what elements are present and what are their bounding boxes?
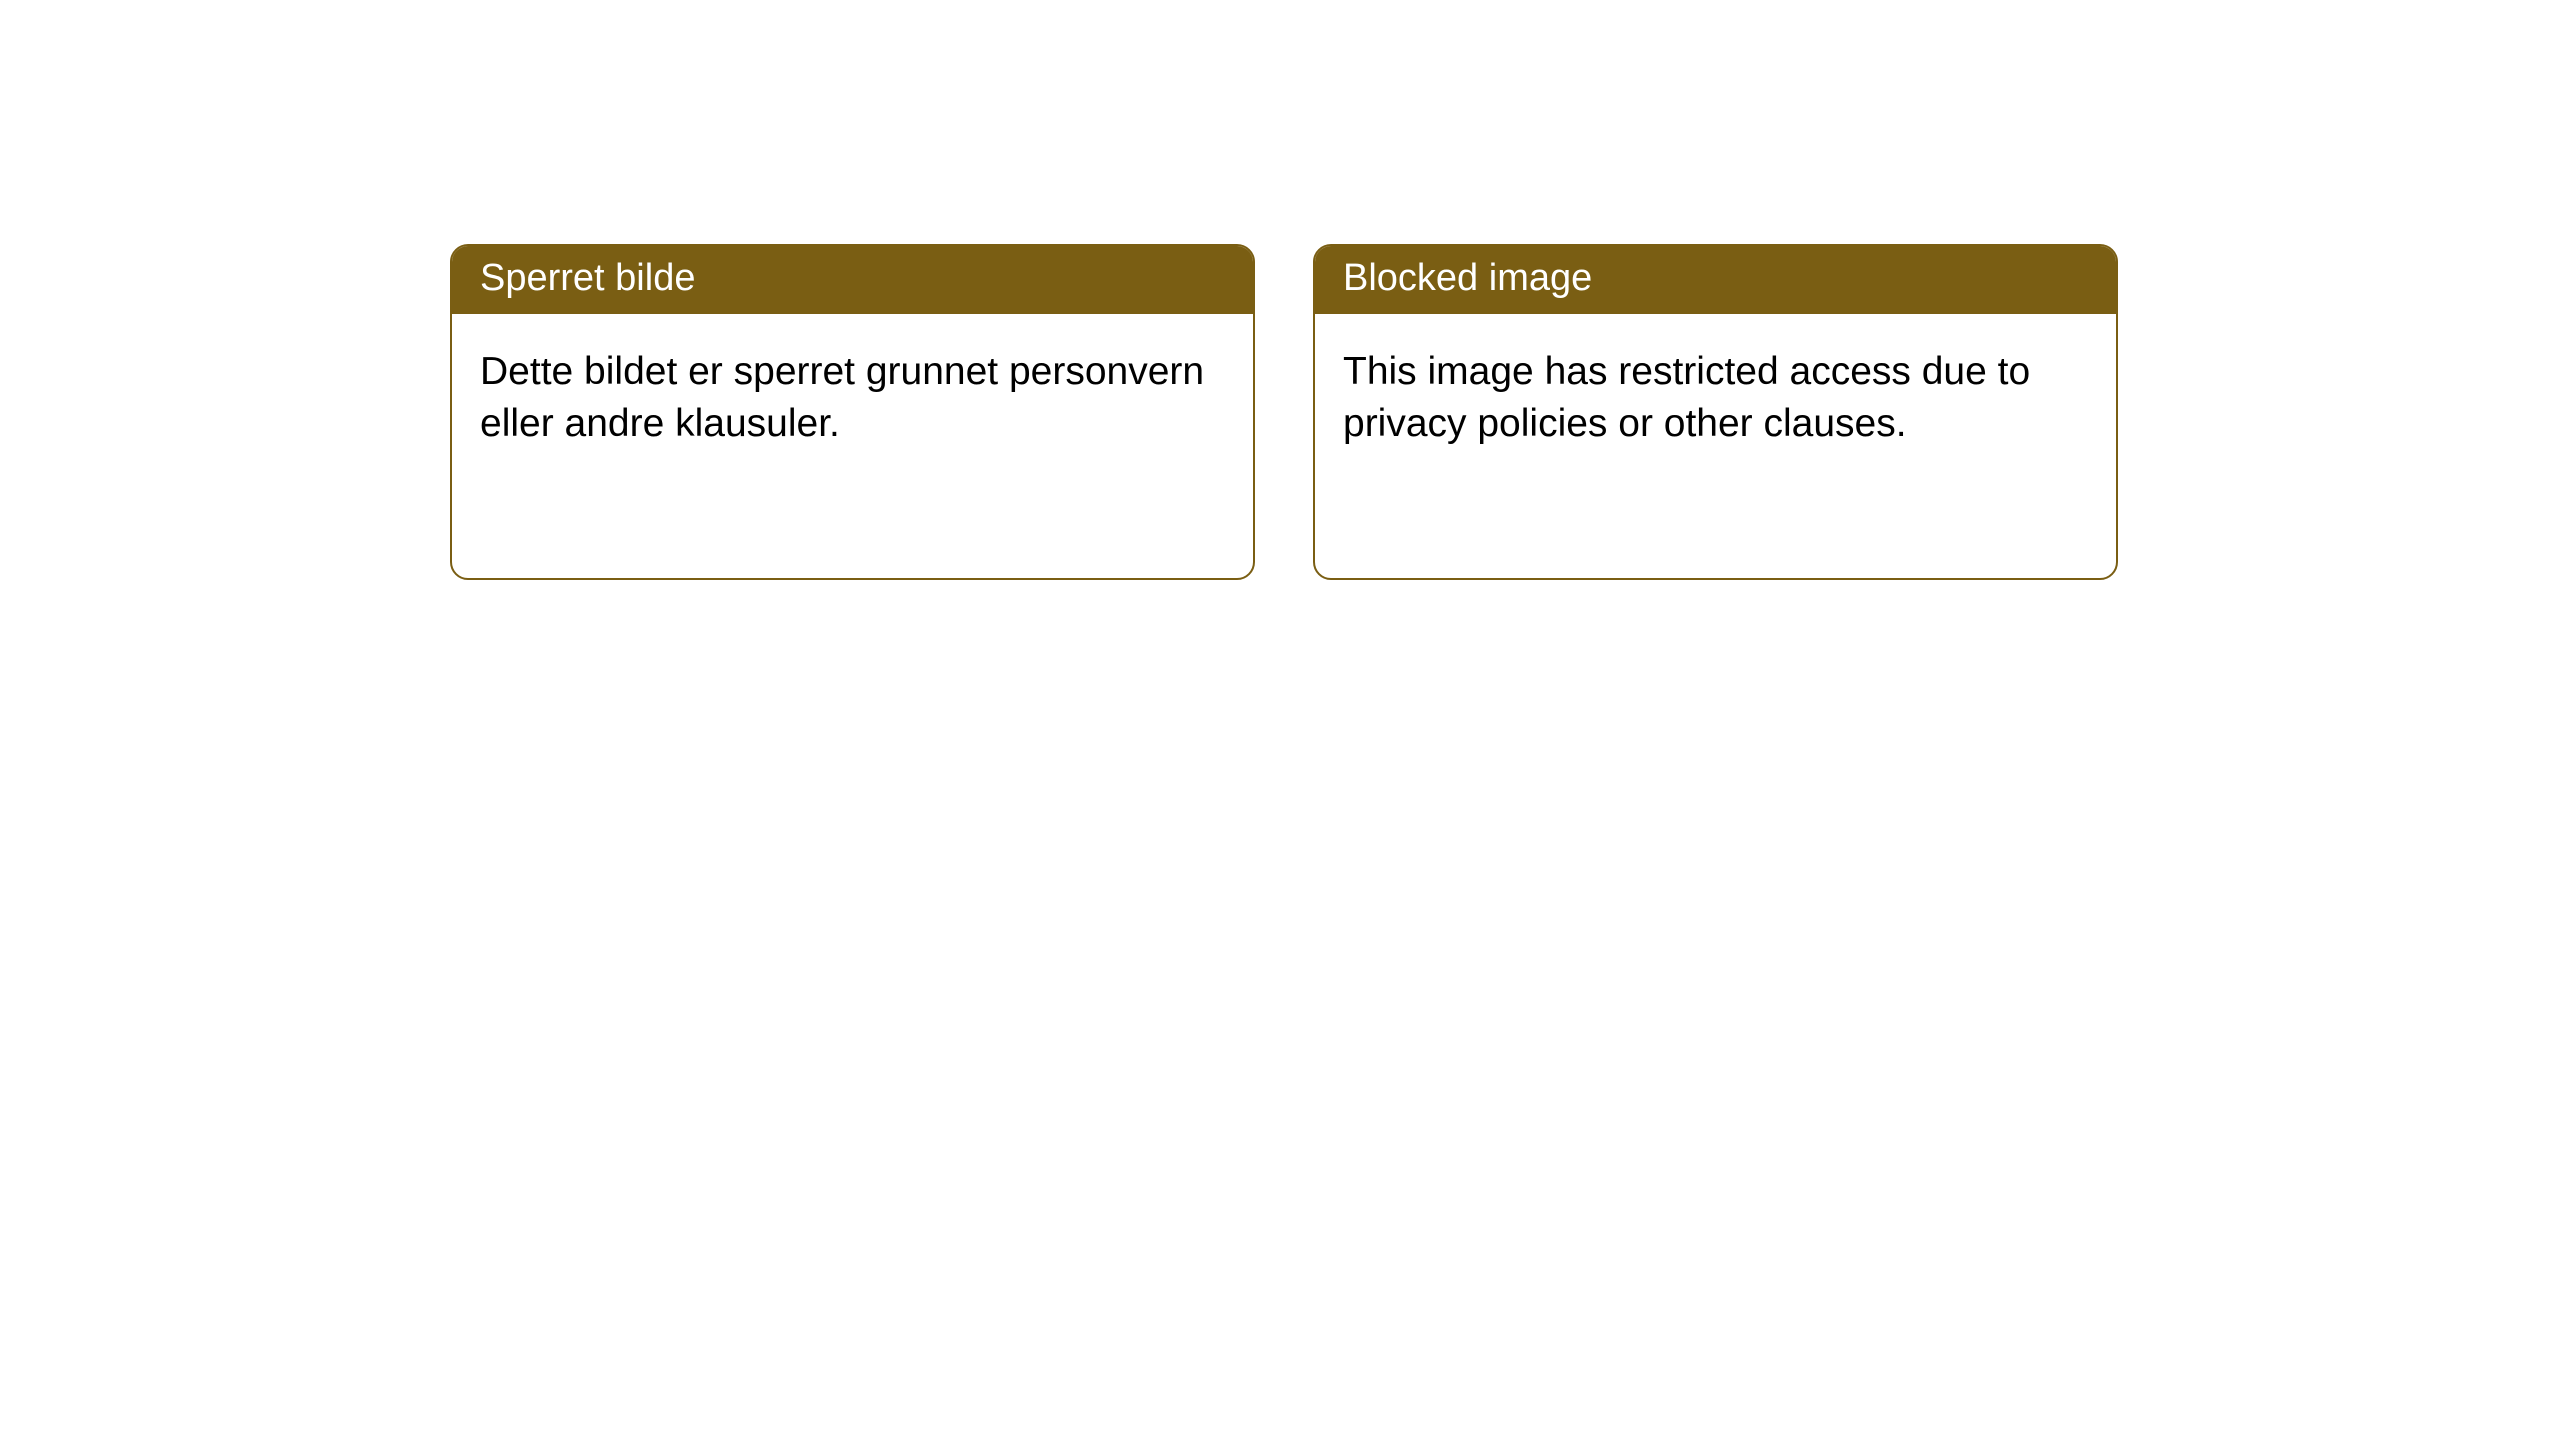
cards-container: Sperret bilde Dette bildet er sperret gr… <box>0 0 2560 580</box>
card-body-no: Dette bildet er sperret grunnet personve… <box>452 314 1253 483</box>
card-header-no: Sperret bilde <box>452 246 1253 314</box>
blocked-image-card-en: Blocked image This image has restricted … <box>1313 244 2118 580</box>
card-body-en: This image has restricted access due to … <box>1315 314 2116 483</box>
card-header-en: Blocked image <box>1315 246 2116 314</box>
blocked-image-card-no: Sperret bilde Dette bildet er sperret gr… <box>450 244 1255 580</box>
